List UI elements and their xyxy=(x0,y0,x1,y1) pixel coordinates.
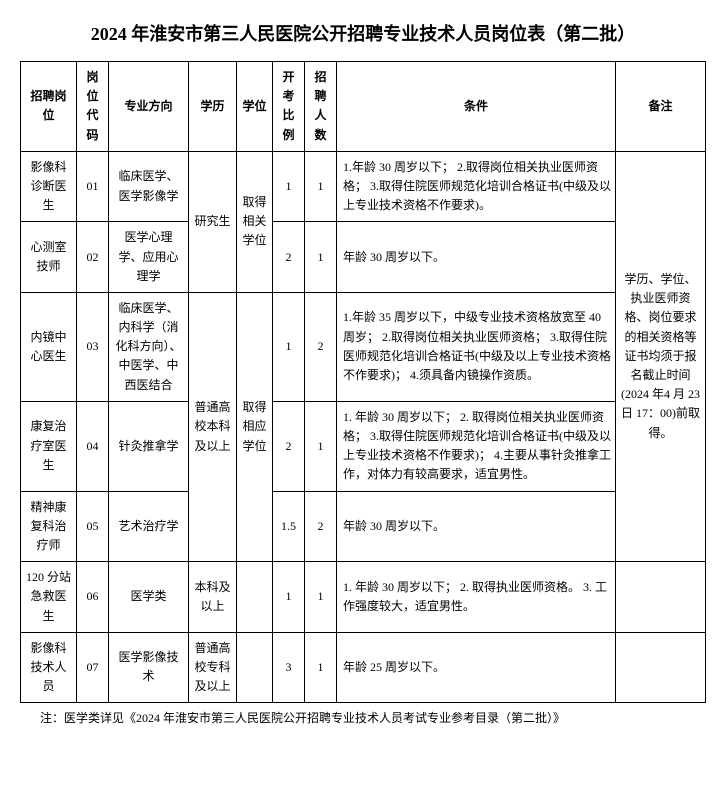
cell-position: 心测室技师 xyxy=(21,222,77,293)
cell-major: 针灸推拿学 xyxy=(109,401,189,491)
cell-conditions: 1. 年龄 30 周岁以下； 2. 取得岗位相关执业医师资格； 3.取得住院医师… xyxy=(337,401,616,491)
cell-code: 06 xyxy=(77,562,109,633)
cell-degree xyxy=(237,562,273,633)
cell-education: 普通高校专科及以上 xyxy=(189,632,237,703)
cell-position: 影像科技术人员 xyxy=(21,632,77,703)
cell-major: 医学影像技术 xyxy=(109,632,189,703)
cell-conditions: 1.年龄 30 周岁以下； 2.取得岗位相关执业医师资格； 3.取得住院医师规范… xyxy=(337,151,616,222)
cell-note xyxy=(616,562,706,633)
cell-education: 本科及以上 xyxy=(189,562,237,633)
cell-degree: 取得相关学位 xyxy=(237,151,273,292)
cell-position: 内镜中心医生 xyxy=(21,292,77,401)
cell-position: 影像科诊断医生 xyxy=(21,151,77,222)
table-row: 影像科技术人员 07 医学影像技术 普通高校专科及以上 3 1 年龄 25 周岁… xyxy=(21,632,706,703)
cell-ratio: 1 xyxy=(273,151,305,222)
cell-code: 04 xyxy=(77,401,109,491)
cell-number: 2 xyxy=(305,292,337,401)
cell-code: 01 xyxy=(77,151,109,222)
th-note: 备注 xyxy=(616,62,706,152)
cell-conditions: 年龄 30 周岁以下。 xyxy=(337,222,616,293)
th-position: 招聘岗位 xyxy=(21,62,77,152)
table-row: 心测室技师 02 医学心理学、应用心理学 2 1 年龄 30 周岁以下。 xyxy=(21,222,706,293)
cell-position: 康复治疗室医生 xyxy=(21,401,77,491)
cell-code: 05 xyxy=(77,491,109,562)
table-row: 内镜中心医生 03 临床医学、内科学（消化科方向）、中医学、中西医结合 普通高校… xyxy=(21,292,706,401)
page-title: 2024 年淮安市第三人民医院公开招聘专业技术人员岗位表（第二批） xyxy=(20,20,706,46)
cell-ratio: 2 xyxy=(273,401,305,491)
cell-major: 医学心理学、应用心理学 xyxy=(109,222,189,293)
th-conditions: 条件 xyxy=(337,62,616,152)
table-row: 精神康复科治疗师 05 艺术治疗学 1.5 2 年龄 30 周岁以下。 xyxy=(21,491,706,562)
cell-ratio: 1.5 xyxy=(273,491,305,562)
cell-major: 临床医学、内科学（消化科方向）、中医学、中西医结合 xyxy=(109,292,189,401)
cell-major: 艺术治疗学 xyxy=(109,491,189,562)
th-number: 招聘人数 xyxy=(305,62,337,152)
cell-code: 07 xyxy=(77,632,109,703)
cell-ratio: 1 xyxy=(273,292,305,401)
table-row: 影像科诊断医生 01 临床医学、医学影像学 研究生 取得相关学位 1 1 1.年… xyxy=(21,151,706,222)
cell-ratio: 1 xyxy=(273,562,305,633)
cell-position: 精神康复科治疗师 xyxy=(21,491,77,562)
cell-number: 1 xyxy=(305,401,337,491)
th-degree: 学位 xyxy=(237,62,273,152)
cell-conditions: 年龄 25 周岁以下。 xyxy=(337,632,616,703)
cell-number: 1 xyxy=(305,151,337,222)
table-header-row: 招聘岗位 岗位代码 专业方向 学历 学位 开考比例 招聘人数 条件 备注 xyxy=(21,62,706,152)
cell-degree: 取得相应学位 xyxy=(237,292,273,561)
cell-degree xyxy=(237,632,273,703)
cell-number: 1 xyxy=(305,222,337,293)
cell-conditions: 年龄 30 周岁以下。 xyxy=(337,491,616,562)
cell-code: 02 xyxy=(77,222,109,293)
cell-note: 学历、学位、执业医师资格、岗位要求的相关资格等证书均须于报名截止时间(2024 … xyxy=(616,151,706,561)
cell-note xyxy=(616,632,706,703)
th-code: 岗位代码 xyxy=(77,62,109,152)
footnote: 注：医学类详见《2024 年淮安市第三人民医院公开招聘专业技术人员考试专业参考目… xyxy=(20,709,706,726)
cell-number: 1 xyxy=(305,562,337,633)
cell-code: 03 xyxy=(77,292,109,401)
table-row: 120 分站急救医生 06 医学类 本科及以上 1 1 1. 年龄 30 周岁以… xyxy=(21,562,706,633)
cell-ratio: 2 xyxy=(273,222,305,293)
cell-major: 临床医学、医学影像学 xyxy=(109,151,189,222)
th-education: 学历 xyxy=(189,62,237,152)
cell-education: 普通高校本科及以上 xyxy=(189,292,237,561)
recruitment-table: 招聘岗位 岗位代码 专业方向 学历 学位 开考比例 招聘人数 条件 备注 影像科… xyxy=(20,61,706,703)
cell-position: 120 分站急救医生 xyxy=(21,562,77,633)
th-major: 专业方向 xyxy=(109,62,189,152)
cell-conditions: 1.年龄 35 周岁以下，中级专业技术资格放宽至 40 周岁； 2.取得岗位相关… xyxy=(337,292,616,401)
cell-conditions: 1. 年龄 30 周岁以下； 2. 取得执业医师资格。 3. 工作强度较大，适宜… xyxy=(337,562,616,633)
cell-education: 研究生 xyxy=(189,151,237,292)
cell-major: 医学类 xyxy=(109,562,189,633)
cell-number: 1 xyxy=(305,632,337,703)
table-row: 康复治疗室医生 04 针灸推拿学 2 1 1. 年龄 30 周岁以下； 2. 取… xyxy=(21,401,706,491)
th-ratio: 开考比例 xyxy=(273,62,305,152)
cell-ratio: 3 xyxy=(273,632,305,703)
cell-number: 2 xyxy=(305,491,337,562)
